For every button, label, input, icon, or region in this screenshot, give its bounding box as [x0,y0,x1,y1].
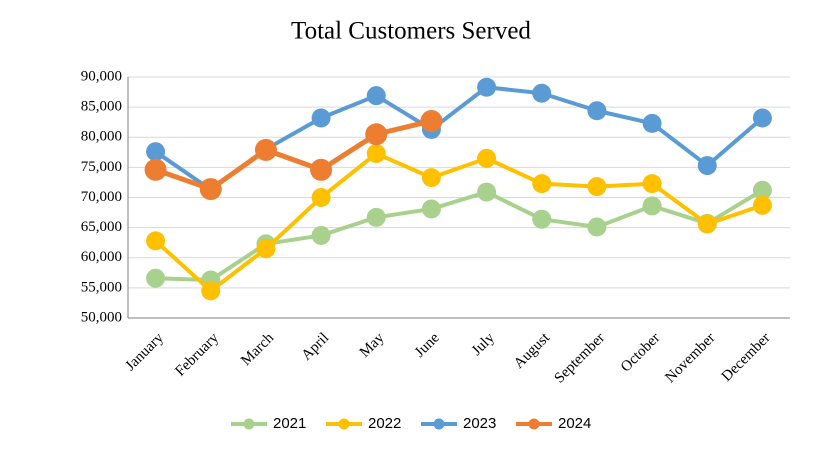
y-tick-label: 60,000 [81,249,122,265]
data-point [752,195,772,215]
x-tick-label: May [357,330,388,361]
data-point [144,158,167,181]
legend-label: 2022 [368,415,401,432]
data-point [532,83,552,103]
data-point [199,178,222,201]
series-line [154,151,764,293]
data-point [256,239,276,259]
y-tick-label: 80,000 [81,129,122,145]
legend-label: 2023 [463,415,496,432]
data-point [587,217,607,237]
y-tick-label: 55,000 [81,279,122,295]
data-point [532,174,552,194]
y-tick-label: 65,000 [81,219,122,235]
data-point [421,199,441,219]
data-point [311,188,331,207]
data-point [366,86,386,106]
data-point [311,108,331,128]
x-tick-label: August [511,329,554,372]
x-tick-label: December [719,330,774,385]
data-point [477,148,497,168]
chart-title: Total Customers Served [291,18,531,45]
x-tick-label: October [618,330,663,375]
y-tick-label: 75,000 [81,159,122,175]
x-tick-label: November [662,330,718,386]
legend-marker [528,418,540,430]
data-point [477,77,497,97]
data-point [697,156,717,176]
data-point [532,209,552,229]
legend-marker [433,418,445,430]
data-point [365,123,388,146]
data-point [752,180,772,200]
data-point [366,144,386,164]
data-point [642,113,662,133]
legend-marker [243,418,255,430]
data-point [146,231,166,251]
data-point [254,138,277,161]
series-line [154,85,764,192]
data-point [146,142,166,162]
data-point [201,281,221,301]
legend-marker [338,418,350,430]
legend-label: 2024 [558,415,591,432]
x-tick-label: April [299,330,333,364]
data-point [421,168,441,188]
data-point [366,207,386,227]
data-point [587,177,607,197]
y-tick-label: 50,000 [81,309,122,325]
series-line [155,188,764,283]
data-point [697,214,717,234]
data-point [477,182,497,202]
data-point [310,158,333,181]
x-tick-label: February [172,330,222,380]
x-tick-label: March [238,330,277,369]
y-tick-label: 85,000 [81,99,122,115]
data-point [311,225,331,245]
legend-label: 2021 [273,415,306,432]
data-point [752,108,772,128]
data-point [642,196,662,216]
y-tick-label: 90,000 [81,68,122,84]
data-point [420,109,443,132]
x-tick-label: July [469,330,498,359]
data-point [146,268,166,288]
data-point [642,174,662,194]
x-tick-label: June [412,330,443,361]
x-tick-label: January [123,330,168,375]
x-tick-label: September [551,330,608,387]
y-tick-label: 70,000 [81,189,122,205]
data-point [587,101,607,121]
